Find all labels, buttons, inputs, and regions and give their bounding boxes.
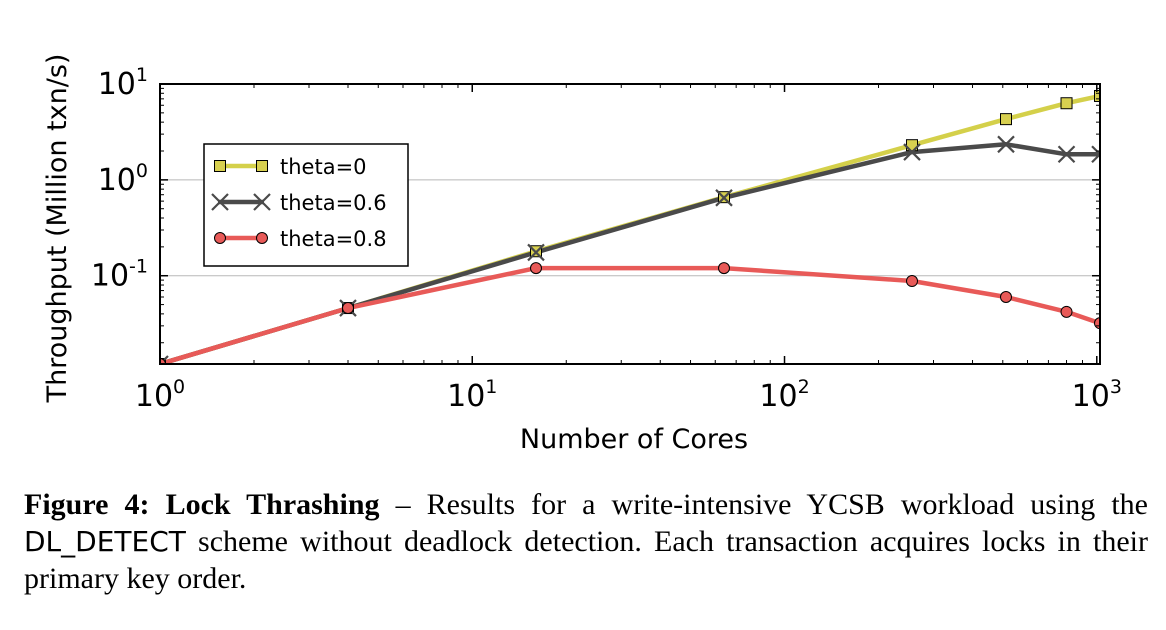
x-marker bbox=[997, 135, 1015, 154]
legend-label: theta=0 bbox=[280, 155, 367, 179]
x-marker bbox=[253, 193, 271, 211]
series-markers bbox=[160, 89, 1100, 364]
x-marker bbox=[903, 143, 921, 161]
legend: theta=0 theta=0.6 theta=0.8 bbox=[203, 143, 409, 267]
circle-marker bbox=[1060, 305, 1073, 318]
series-line-theta=0.8 bbox=[160, 265, 1100, 364]
y-tick-label: 10-1 bbox=[91, 256, 148, 294]
series-line-theta=0.6 bbox=[160, 142, 1100, 364]
y-axis-label: Throughput (Million txn/s) bbox=[42, 54, 73, 404]
x-marker bbox=[211, 193, 229, 211]
y-tick-label: 101 bbox=[98, 64, 148, 102]
caption-label: Figure 4: Lock Thrashing bbox=[24, 488, 380, 521]
axis-ticks: 101 100 10-1 100 101 102 103 bbox=[91, 64, 1122, 414]
x-marker bbox=[160, 355, 169, 364]
x-marker bbox=[1091, 145, 1100, 164]
plot-area-frame bbox=[159, 83, 1101, 365]
square-marker bbox=[214, 160, 226, 172]
series-lines bbox=[160, 93, 1100, 364]
legend-label: theta=0.6 bbox=[280, 191, 387, 215]
caption-text-after: scheme without deadlock detection. Each … bbox=[24, 525, 1148, 595]
circle-marker bbox=[718, 262, 730, 275]
square-marker bbox=[1060, 97, 1073, 110]
circle-marker bbox=[1000, 290, 1012, 303]
legend-label: theta=0.8 bbox=[280, 227, 387, 251]
circle-marker bbox=[160, 358, 166, 364]
figure-caption: Figure 4: Lock Thrashing – Results for a… bbox=[24, 486, 1148, 597]
circle-marker bbox=[530, 262, 542, 275]
circle-marker bbox=[214, 232, 226, 244]
circle-marker bbox=[256, 232, 268, 244]
square-marker bbox=[1094, 89, 1100, 102]
caption-code: DL_DETECT bbox=[24, 525, 186, 558]
x-tick-label: 103 bbox=[1072, 376, 1122, 414]
y-tick-label: 100 bbox=[98, 160, 148, 198]
line-chart: 101 100 10-1 100 101 102 103 Number of Cores T… bbox=[42, 54, 1122, 455]
x-marker bbox=[715, 189, 733, 207]
x-axis-label: Number of Cores bbox=[520, 424, 748, 455]
x-marker bbox=[1057, 145, 1076, 164]
circle-marker bbox=[906, 275, 918, 288]
circle-marker bbox=[342, 302, 354, 315]
square-marker bbox=[1000, 113, 1012, 126]
x-tick-label: 102 bbox=[759, 376, 809, 414]
x-tick-label: 101 bbox=[447, 376, 497, 414]
x-tick-label: 100 bbox=[135, 376, 185, 414]
square-marker bbox=[256, 160, 268, 172]
x-marker bbox=[527, 243, 545, 262]
caption-text-before: – Results for a write-intensive YCSB wor… bbox=[379, 488, 1148, 521]
